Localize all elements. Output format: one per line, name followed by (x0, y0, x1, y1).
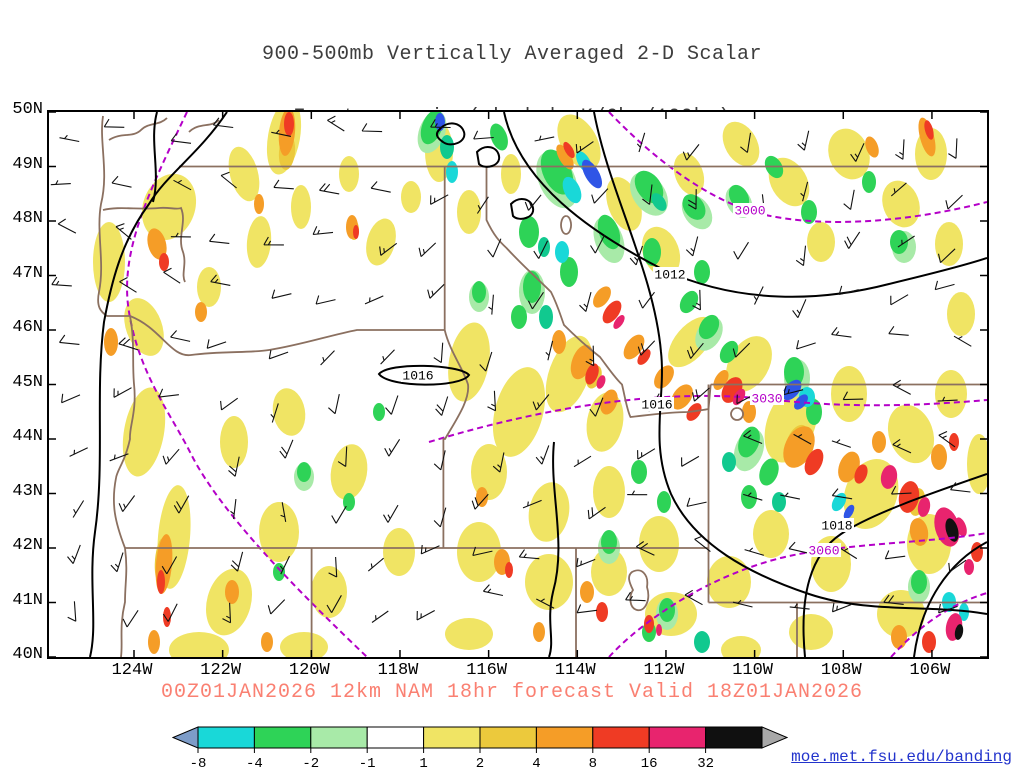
colorbar-segment (535, 726, 594, 749)
colorbar-segment (705, 726, 763, 749)
lon-axis-label: 116W (466, 661, 508, 680)
svg-text:3060: 3060 (808, 544, 839, 559)
lon-axis-label: 112W (643, 661, 685, 680)
colorbar-tick-label: -1 (359, 756, 376, 768)
lon-axis-label: 108W (820, 661, 862, 680)
mslp-contours (89, 112, 987, 657)
contour-label: 1018 (820, 518, 854, 534)
svg-text:1012: 1012 (654, 268, 685, 283)
lon-axis-label: 124W (111, 661, 153, 680)
colorbar-tick-label: 2 (476, 756, 484, 768)
contour-label: 1016 (401, 368, 435, 384)
lon-axis-label: 110W (732, 661, 774, 680)
colorbar-tick-label: 32 (697, 756, 714, 768)
lat-axis-label: 42N (12, 536, 43, 555)
colorbar-tick-label: 8 (589, 756, 597, 768)
lat-axis-label: 47N (12, 263, 43, 283)
lon-axis-label: 114W (554, 661, 596, 680)
lon-axis-label: 122W (200, 661, 242, 680)
svg-text:1016: 1016 (402, 369, 433, 384)
svg-text:1018: 1018 (821, 519, 852, 534)
colorbar-segment (366, 726, 425, 749)
lat-axis-label: 48N (12, 209, 43, 228)
colorbar-tick-label: -2 (302, 756, 319, 768)
svg-text:1016: 1016 (641, 398, 672, 413)
lon-axis-label: 120W (288, 661, 330, 680)
colorbar-segment (479, 726, 537, 749)
colorbar-segment (197, 726, 255, 749)
contour-label: 3030 (750, 391, 784, 407)
svg-text:3030: 3030 (751, 392, 782, 407)
state-borders (97, 115, 987, 657)
map-svg: 1012 1016 1016 1018 3000 3030 3060 (49, 112, 987, 657)
lat-axis-label: 40N (12, 645, 43, 664)
lon-axis-label: 118W (377, 661, 419, 680)
site-credit-link[interactable]: moe.met.fsu.edu/banding (791, 748, 1012, 766)
contour-label: 3000 (733, 203, 767, 219)
map-plot-area: 1012 1016 1016 1018 3000 3030 3060 (47, 110, 989, 659)
colorbar: -8 -4 -2 -1 1 2 4 8 16 32 (171, 726, 789, 768)
colorbar-svg: -8 -4 -2 -1 1 2 4 8 16 32 (171, 726, 789, 768)
colorbar-tick-label: 4 (532, 756, 540, 768)
lat-axis-label: 50N (12, 100, 43, 119)
colorbar-left-arrow-icon (171, 726, 199, 749)
title-line-1: 900-500mb Vertically Averaged 2-D Scalar (261, 43, 763, 66)
colorbar-tick-label: 1 (419, 756, 427, 768)
svg-text:3000: 3000 (734, 204, 765, 219)
colorbar-tick-label: -4 (246, 756, 263, 768)
colorbar-segment (253, 726, 312, 749)
colorbar-segment (423, 726, 481, 749)
colorbar-segment (592, 726, 650, 749)
contour-label: 3060 (807, 543, 841, 559)
lat-axis-label: 45N (12, 372, 43, 392)
lat-axis-label: 44N (12, 427, 43, 446)
colorbar-tick-label: -8 (190, 756, 207, 768)
init-valid-time-label: 00Z01JAN2026 12km NAM 18hr forecast Vali… (160, 681, 864, 704)
contour-label: 1016 (640, 397, 674, 413)
lat-axis-label: 46N (12, 318, 43, 337)
colorbar-tick-label: 16 (641, 756, 658, 768)
lat-axis-label: 43N (12, 481, 43, 501)
lon-axis-label: 106W (909, 661, 951, 680)
colorbar-segment (310, 726, 368, 749)
colorbar-segment (648, 726, 707, 749)
lat-axis-label: 41N (12, 590, 43, 610)
lat-axis-label: 49N (12, 154, 43, 174)
contour-label: 1012 (653, 267, 687, 283)
colorbar-right-arrow-icon (761, 726, 789, 749)
